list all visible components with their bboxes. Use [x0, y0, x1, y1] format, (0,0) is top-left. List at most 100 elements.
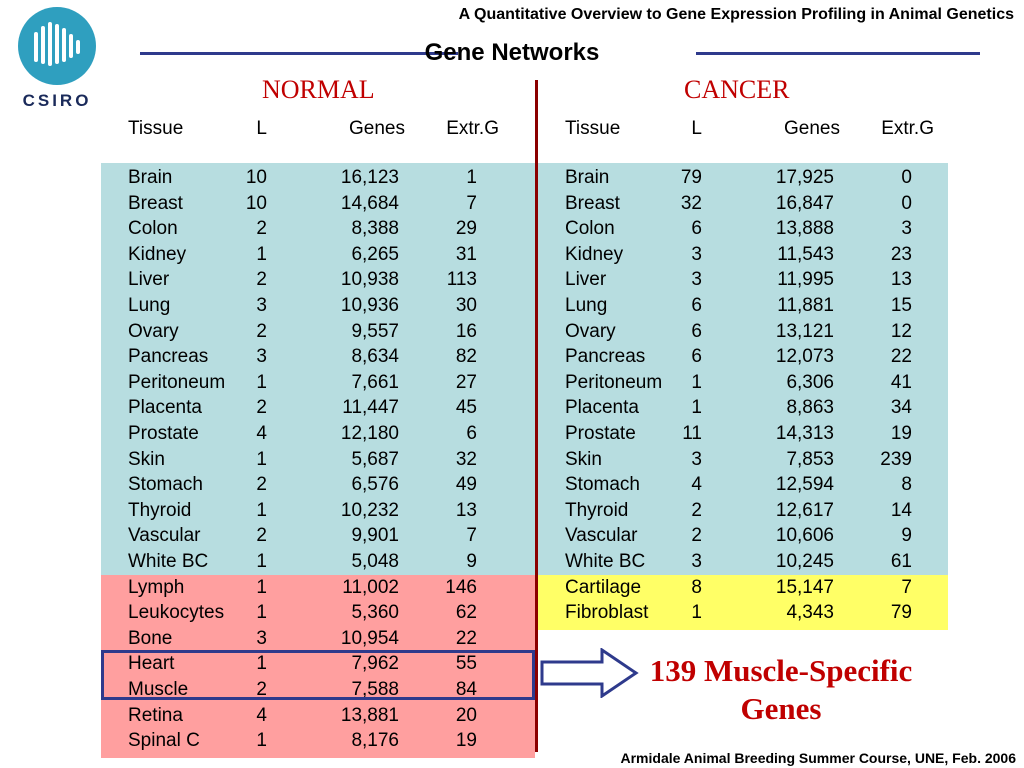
cell-l: 1 [256, 730, 267, 752]
cell-genes: 10,954 [340, 627, 399, 649]
cell-extr: 84 [455, 679, 477, 700]
column-header: L [691, 118, 702, 139]
cell-tissue: Prostate [128, 423, 199, 444]
title-rule-left [140, 52, 458, 55]
footer-text: Armidale Animal Breeding Summer Course, … [620, 750, 1017, 766]
cell-tissue: Peritoneum [565, 371, 663, 393]
cell-l: 1 [256, 499, 267, 521]
table-row: Retina 4 13,881 20 [101, 703, 535, 729]
cell-l: 2 [256, 218, 267, 240]
cell-genes: 5,687 [351, 448, 399, 470]
table-row: Brain 10 16,123 1 [101, 165, 535, 191]
table-row: Skin 1 5,687 32 [101, 447, 535, 473]
cell-tissue: White BC [565, 551, 646, 572]
cell-tissue: Ovary [565, 320, 616, 342]
cell-l: 2 [256, 474, 267, 496]
cell-tissue: Leukocytes [128, 602, 225, 624]
cell-extr: 29 [455, 218, 477, 240]
table-row: Colon 2 8,388 29 [101, 216, 535, 242]
table-row: Vascular 2 10,606 9 [538, 523, 948, 549]
cell-extr: 62 [455, 602, 477, 624]
cell-genes: 10,606 [775, 525, 834, 547]
cell-tissue: Placenta [128, 397, 202, 419]
cell-genes: 5,048 [351, 551, 399, 572]
cell-tissue: Thyroid [128, 499, 192, 521]
cell-extr: 22 [455, 627, 477, 649]
cell-genes: 8,388 [351, 218, 399, 240]
normal-table: Tissue L Genes Extr.G Brain 10 16,123 1 Breast 10… [101, 115, 535, 758]
cell-genes: 11,543 [777, 243, 834, 265]
cell-extr: 23 [890, 243, 912, 265]
cell-l: 6 [691, 320, 702, 342]
cell-extr: 16 [455, 320, 477, 342]
cell-extr: 12 [890, 320, 912, 342]
cell-genes: 7,661 [351, 371, 399, 393]
table-row: Liver 3 11,995 13 [538, 267, 948, 293]
group-band-blue [538, 163, 948, 575]
column-header: Extr.G [881, 118, 934, 139]
table-row: Bone 3 10,954 22 [101, 626, 535, 652]
cell-l: 1 [256, 371, 267, 393]
cell-l: 4 [256, 423, 267, 444]
cell-l: 1 [691, 371, 702, 393]
cell-l: 3 [691, 448, 702, 470]
cell-genes: 8,634 [351, 346, 399, 368]
cell-l: 6 [691, 346, 702, 368]
cell-genes: 6,306 [786, 371, 834, 393]
callout-line-2: Genes [740, 691, 822, 726]
cell-tissue: Breast [565, 192, 620, 214]
cell-l: 8 [691, 576, 702, 598]
cell-extr: 32 [455, 448, 477, 470]
table-row: Spinal C 1 8,176 19 [101, 728, 535, 754]
heart-muscle-highlight [101, 650, 535, 700]
cell-genes: 9,557 [351, 320, 399, 342]
cell-genes: 11,881 [777, 295, 834, 316]
cell-extr: 3 [901, 218, 912, 240]
cell-tissue: Bone [128, 627, 173, 649]
cell-genes: 11,447 [342, 397, 399, 419]
cell-l: 4 [691, 474, 702, 496]
cell-l: 1 [256, 448, 267, 470]
cell-l: 11 [682, 423, 702, 444]
table-row: Colon 6 13,888 3 [538, 216, 948, 242]
right-arrow-icon [540, 648, 639, 698]
table-row: Placenta 1 8,863 34 [538, 395, 948, 421]
table-row: Lung 3 10,936 30 [101, 293, 535, 319]
cell-l: 1 [256, 653, 267, 675]
cell-extr: 146 [445, 576, 477, 598]
column-header: Genes [349, 118, 405, 139]
cell-extr: 7 [466, 192, 477, 214]
cell-tissue: Pancreas [565, 346, 646, 368]
table-row: Peritoneum 1 7,661 27 [101, 370, 535, 396]
cell-l: 2 [256, 679, 267, 700]
cell-tissue: Kidney [128, 243, 187, 265]
cell-genes: 13,881 [340, 704, 399, 726]
table-row: Placenta 2 11,447 45 [101, 395, 535, 421]
cell-tissue: Spinal C [128, 730, 200, 752]
table-row: Vascular 2 9,901 7 [101, 523, 535, 549]
table-row: Lymph 1 11,002 146 [101, 575, 535, 601]
cell-l: 2 [256, 525, 267, 547]
table-row: Fibroblast 1 4,343 79 [538, 600, 948, 626]
cell-genes: 4,343 [786, 602, 834, 624]
cell-tissue: Lung [565, 295, 608, 316]
cell-genes: 8,863 [786, 397, 834, 419]
cell-tissue: Kidney [565, 243, 624, 265]
cell-genes: 10,232 [340, 499, 399, 521]
table-row: Kidney 3 11,543 23 [538, 242, 948, 268]
cell-tissue: White BC [128, 551, 209, 572]
cell-l: 4 [256, 704, 267, 726]
cell-l: 1 [256, 576, 267, 598]
table-header: Tissue L Genes Extr.G [538, 116, 948, 142]
cell-l: 1 [256, 602, 267, 624]
column-header: Extr.G [446, 118, 499, 139]
cell-genes: 16,123 [340, 167, 399, 188]
cell-tissue: Liver [128, 269, 170, 291]
cell-extr: 34 [890, 397, 912, 419]
cell-tissue: Pancreas [128, 346, 209, 368]
cell-genes: 8,176 [351, 730, 399, 752]
muscle-genes-callout: 139 Muscle-Specific Genes [628, 652, 934, 728]
cell-genes: 16,847 [775, 192, 834, 214]
cell-tissue: Placenta [565, 397, 639, 419]
csiro-logo: CSIRO [18, 7, 96, 110]
